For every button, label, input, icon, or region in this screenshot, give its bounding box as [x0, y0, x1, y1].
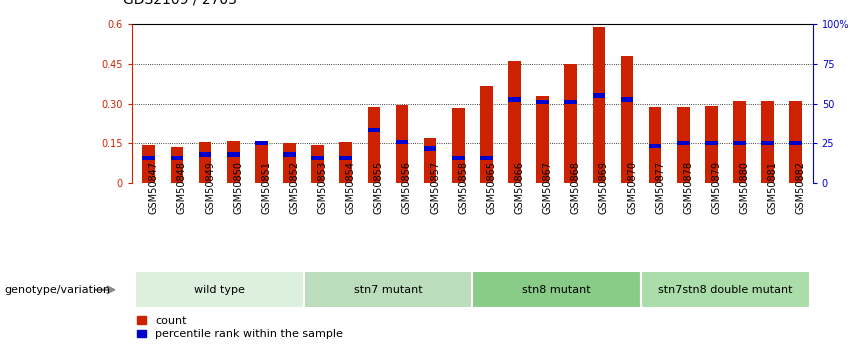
Bar: [734, 101, 745, 183]
Text: stn7stn8 double mutant: stn7stn8 double mutant: [658, 285, 793, 295]
Bar: [199, 152, 211, 157]
Bar: [564, 100, 577, 104]
Bar: [790, 101, 802, 183]
Bar: [762, 101, 774, 183]
Bar: [142, 145, 155, 183]
Bar: [677, 140, 689, 145]
Bar: [227, 152, 239, 157]
Bar: [311, 156, 324, 160]
FancyBboxPatch shape: [641, 271, 810, 308]
Text: GSM50867: GSM50867: [543, 161, 552, 214]
Bar: [368, 128, 380, 132]
Bar: [677, 108, 689, 183]
Bar: [396, 105, 408, 183]
Bar: [648, 108, 661, 183]
Text: GDS2109 / 2703: GDS2109 / 2703: [123, 0, 237, 7]
Bar: [424, 146, 437, 150]
Bar: [705, 106, 717, 183]
Bar: [396, 140, 408, 144]
Text: GSM50865: GSM50865: [487, 161, 496, 214]
FancyBboxPatch shape: [304, 271, 472, 308]
Bar: [283, 143, 296, 183]
Text: GSM50870: GSM50870: [627, 161, 637, 214]
Bar: [283, 152, 296, 157]
Bar: [480, 86, 493, 183]
Bar: [762, 140, 774, 145]
Bar: [705, 140, 717, 145]
Text: genotype/variation: genotype/variation: [4, 285, 111, 295]
Bar: [734, 140, 745, 145]
Bar: [648, 144, 661, 148]
Text: GSM50879: GSM50879: [711, 161, 722, 214]
Bar: [368, 108, 380, 183]
Text: GSM50850: GSM50850: [233, 161, 243, 214]
Text: GSM50881: GSM50881: [768, 161, 778, 214]
FancyBboxPatch shape: [472, 271, 641, 308]
Text: GSM50858: GSM50858: [458, 161, 468, 214]
Bar: [536, 100, 549, 104]
Bar: [592, 93, 605, 98]
Bar: [227, 141, 239, 183]
Bar: [170, 147, 183, 183]
Bar: [508, 97, 521, 102]
Text: GSM50848: GSM50848: [177, 161, 187, 214]
Text: GSM50877: GSM50877: [655, 161, 665, 214]
Text: wild type: wild type: [194, 285, 244, 295]
FancyBboxPatch shape: [134, 271, 304, 308]
Bar: [311, 145, 324, 183]
Bar: [536, 96, 549, 183]
Bar: [480, 156, 493, 160]
Text: GSM50855: GSM50855: [374, 161, 384, 214]
Bar: [592, 27, 605, 183]
Text: GSM50880: GSM50880: [740, 161, 750, 214]
Bar: [255, 141, 268, 183]
Bar: [199, 142, 211, 183]
Bar: [424, 138, 437, 183]
Bar: [340, 156, 352, 160]
Text: GSM50849: GSM50849: [205, 161, 215, 214]
Bar: [620, 56, 633, 183]
Text: GSM50882: GSM50882: [796, 161, 806, 214]
Text: GSM50854: GSM50854: [346, 161, 356, 214]
Text: GSM50852: GSM50852: [289, 161, 300, 214]
Text: GSM50857: GSM50857: [430, 161, 440, 214]
Text: GSM50847: GSM50847: [149, 161, 159, 214]
Text: GSM50878: GSM50878: [683, 161, 694, 214]
Bar: [170, 156, 183, 160]
Text: GSM50853: GSM50853: [317, 161, 328, 214]
Bar: [452, 108, 465, 183]
Text: GSM50869: GSM50869: [599, 161, 609, 214]
Bar: [452, 156, 465, 160]
Legend: count, percentile rank within the sample: count, percentile rank within the sample: [138, 316, 343, 339]
Bar: [790, 140, 802, 145]
Bar: [340, 142, 352, 183]
Bar: [620, 97, 633, 102]
Text: GSM50851: GSM50851: [261, 161, 271, 214]
Bar: [142, 156, 155, 160]
Bar: [564, 64, 577, 183]
Text: GSM50866: GSM50866: [515, 161, 524, 214]
Text: GSM50868: GSM50868: [571, 161, 580, 214]
Text: stn7 mutant: stn7 mutant: [354, 285, 422, 295]
Text: GSM50856: GSM50856: [402, 161, 412, 214]
Text: stn8 mutant: stn8 mutant: [523, 285, 591, 295]
Bar: [508, 61, 521, 183]
Bar: [255, 140, 268, 145]
